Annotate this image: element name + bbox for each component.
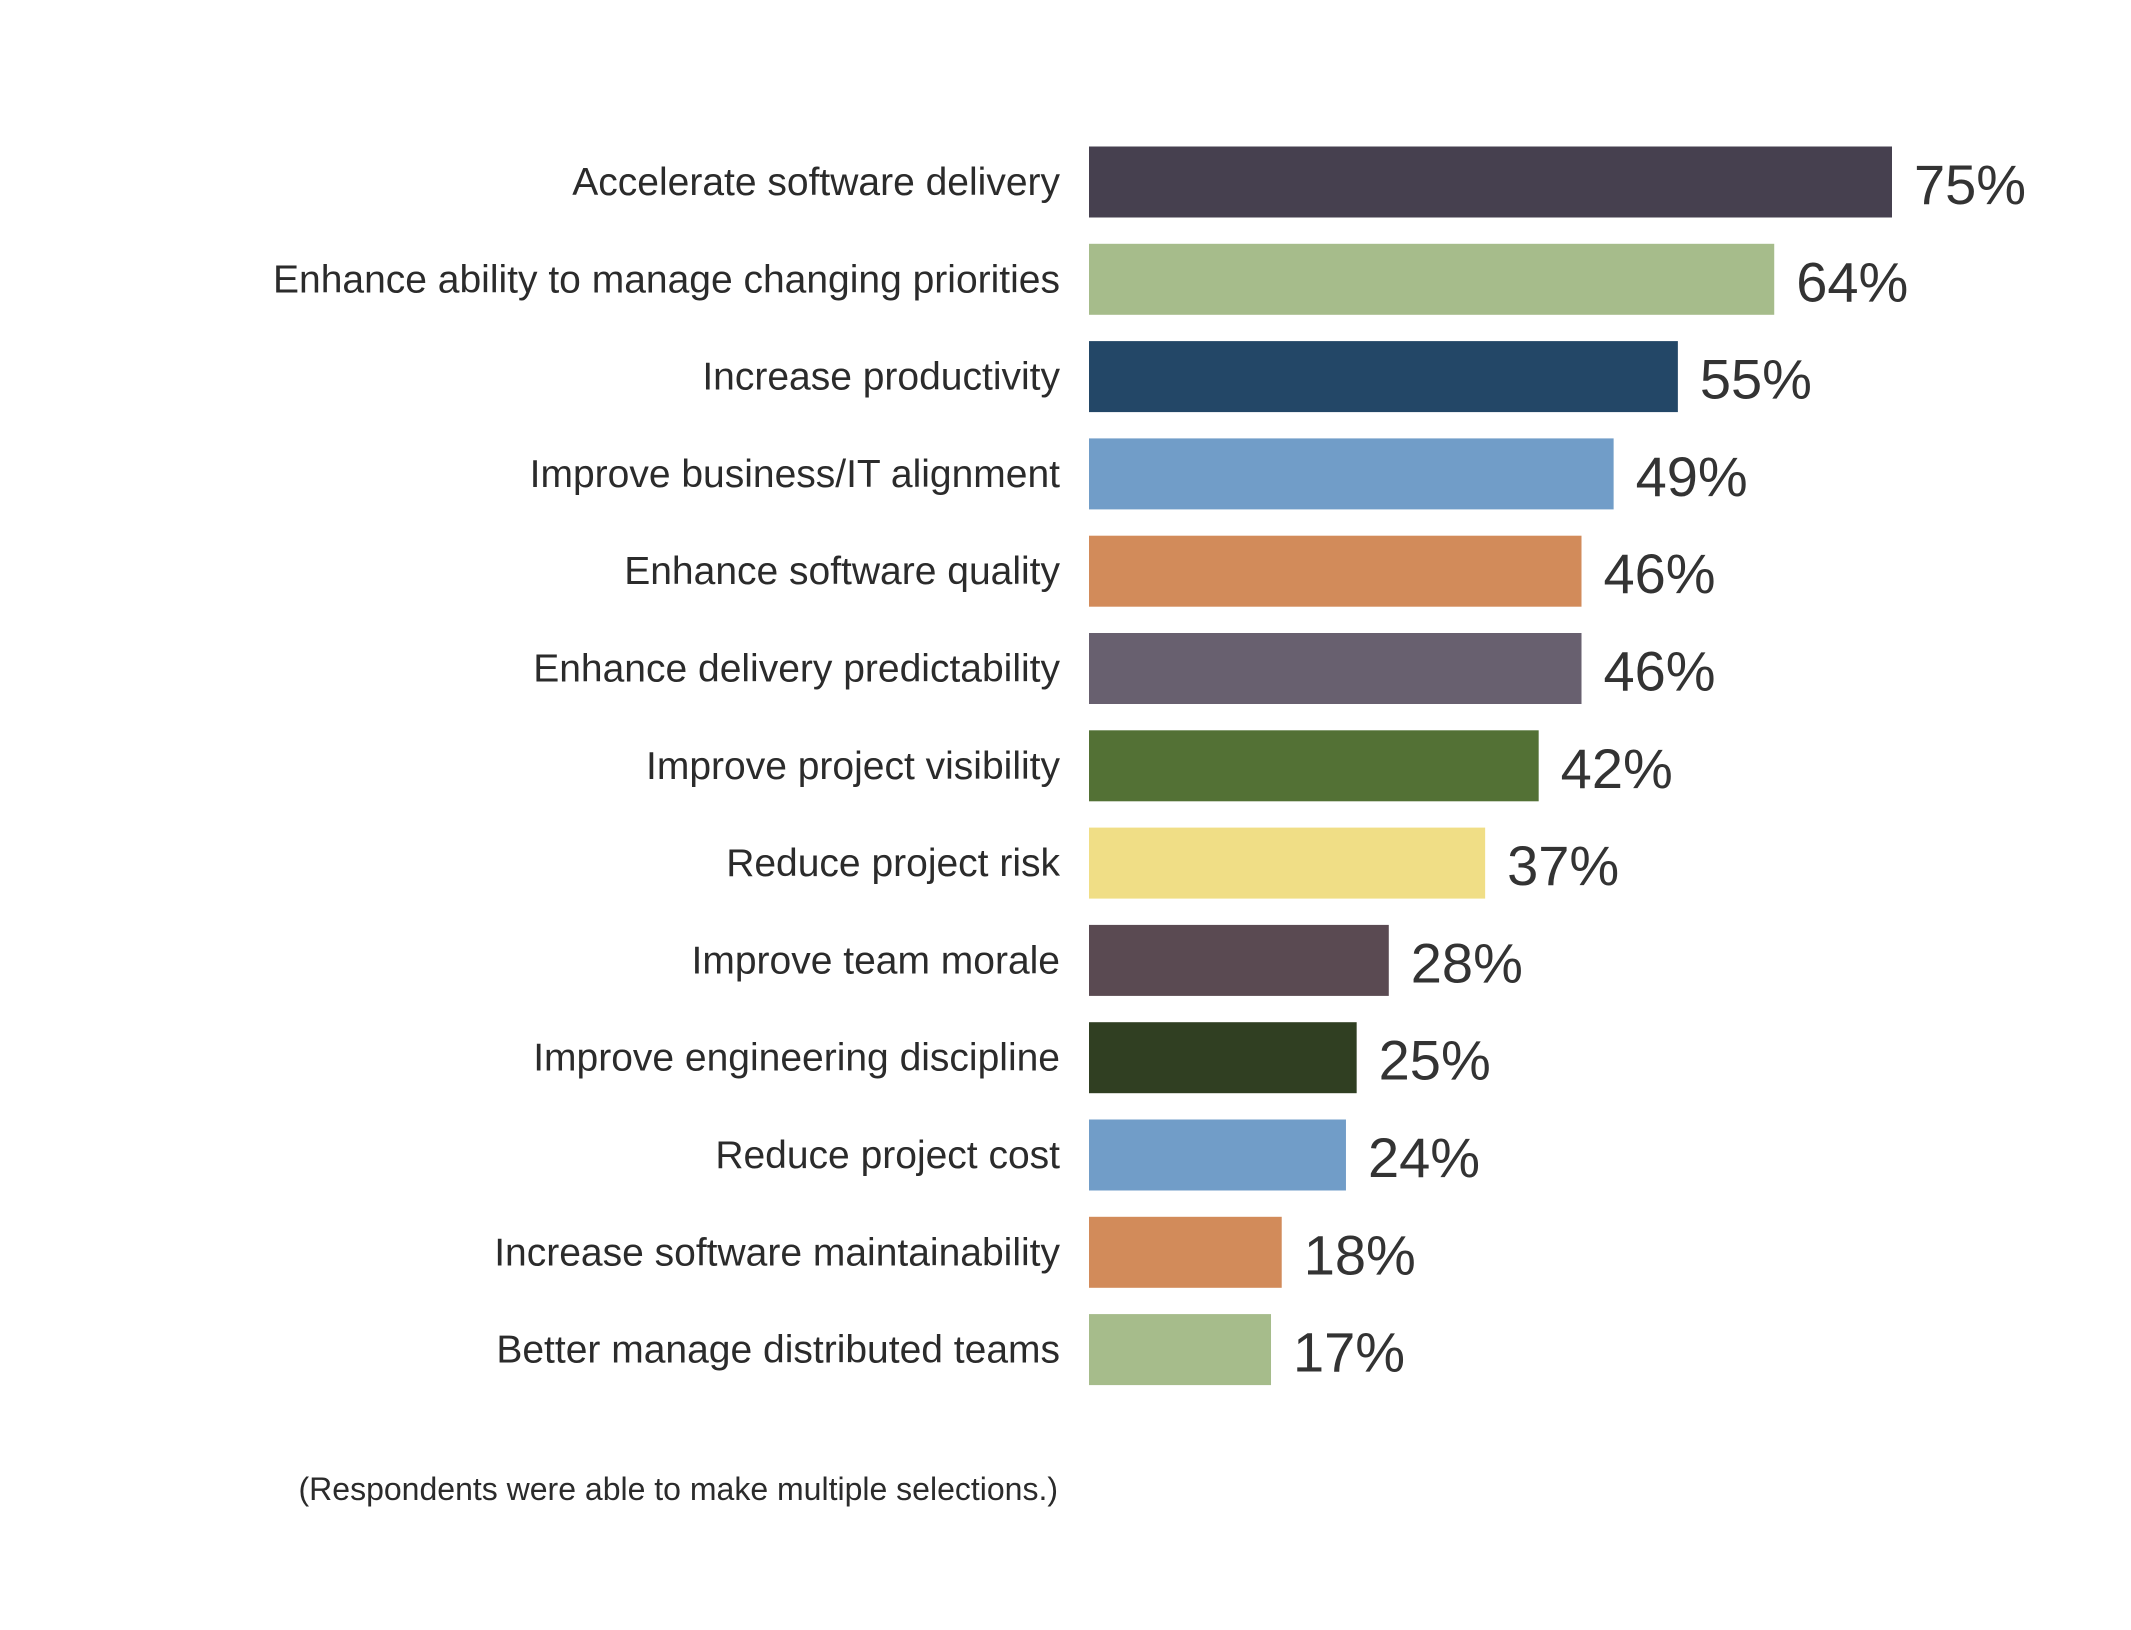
bar [1089,146,1892,218]
bar [1089,438,1614,510]
bar [1089,341,1678,413]
bar [1089,535,1582,607]
value-label: 17% [1293,1321,1405,1384]
category-label: Accelerate software delivery [572,161,1060,204]
footnote: (Respondents were able to make multiple … [299,1471,1058,1507]
bar [1089,827,1486,899]
value-label: 24% [1368,1126,1480,1189]
category-label: Increase productivity [702,356,1060,399]
value-label: 28% [1411,931,1523,994]
bar [1089,243,1775,315]
bar [1089,633,1582,704]
category-label: Increase software maintainability [494,1231,1060,1274]
category-label: Enhance ability to manage changing prior… [273,258,1060,301]
category-label: Enhance software quality [624,550,1060,593]
value-label: 42% [1561,737,1673,800]
value-label: 55% [1700,348,1812,411]
bars-group: Accelerate software delivery 75% Enhance a… [273,146,2026,1386]
value-label: 75% [1914,153,2026,216]
category-label: Enhance delivery predictability [533,648,1060,691]
category-label: Improve project visibility [646,745,1060,788]
bar [1089,1022,1357,1094]
value-label: 25% [1379,1029,1491,1092]
category-label: Improve engineering discipline [533,1037,1060,1080]
bar [1089,1216,1282,1288]
bar [1089,1119,1346,1191]
bar [1089,924,1389,996]
value-label: 37% [1507,834,1619,897]
value-label: 46% [1604,640,1716,703]
bar [1089,1314,1272,1386]
category-label: Reduce project cost [715,1134,1060,1177]
category-label: Reduce project risk [726,842,1060,885]
value-label: 64% [1796,250,1908,313]
category-label: Better manage distributed teams [496,1329,1060,1372]
value-label: 46% [1604,542,1716,605]
category-label: Improve team morale [692,939,1060,982]
value-label: 49% [1636,445,1748,508]
category-label: Improve business/IT alignment [530,453,1061,496]
bar [1089,730,1539,802]
value-label: 18% [1304,1223,1416,1286]
